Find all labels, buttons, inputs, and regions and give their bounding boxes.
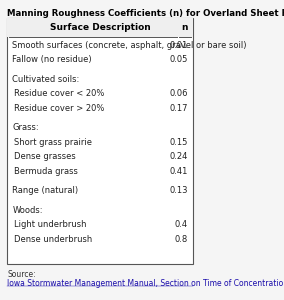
Text: Dense grasses: Dense grasses xyxy=(14,152,76,161)
Text: 0.8: 0.8 xyxy=(175,235,188,244)
Text: Fallow (no residue): Fallow (no residue) xyxy=(12,56,92,64)
Bar xyxy=(7,18,193,38)
Text: 0.01: 0.01 xyxy=(170,41,188,50)
Text: Manning Roughness Coefficients (n) for Overland Sheet Flow: Manning Roughness Coefficients (n) for O… xyxy=(7,9,284,18)
Text: Residue cover < 20%: Residue cover < 20% xyxy=(14,89,105,98)
Text: Cultivated soils:: Cultivated soils: xyxy=(12,75,80,84)
Text: 0.4: 0.4 xyxy=(175,220,188,229)
Text: 0.41: 0.41 xyxy=(170,167,188,176)
Bar xyxy=(7,18,193,264)
Text: Bermuda grass: Bermuda grass xyxy=(14,167,78,176)
Text: 0.13: 0.13 xyxy=(169,186,188,195)
Text: Surface Description: Surface Description xyxy=(50,23,151,32)
Text: Woods:: Woods: xyxy=(12,206,43,215)
Text: Smooth surfaces (concrete, asphalt, gravel or bare soil): Smooth surfaces (concrete, asphalt, grav… xyxy=(12,41,247,50)
Text: 0.15: 0.15 xyxy=(170,138,188,147)
Text: Short grass prairie: Short grass prairie xyxy=(14,138,92,147)
Text: Light underbrush: Light underbrush xyxy=(14,220,87,229)
Text: 0.17: 0.17 xyxy=(169,104,188,113)
Text: 0.24: 0.24 xyxy=(170,152,188,161)
Text: Residue cover > 20%: Residue cover > 20% xyxy=(14,104,105,113)
Text: Iowa Stormwater Management Manual, Section on Time of Concentration.: Iowa Stormwater Management Manual, Secti… xyxy=(7,279,284,288)
Text: Range (natural): Range (natural) xyxy=(12,186,78,195)
Text: Grass:: Grass: xyxy=(12,123,39,132)
Text: Source:: Source: xyxy=(7,270,36,279)
Text: 0.06: 0.06 xyxy=(169,89,188,98)
Text: n: n xyxy=(182,23,188,32)
Text: Dense underbrush: Dense underbrush xyxy=(14,235,93,244)
Text: 0.05: 0.05 xyxy=(170,56,188,64)
